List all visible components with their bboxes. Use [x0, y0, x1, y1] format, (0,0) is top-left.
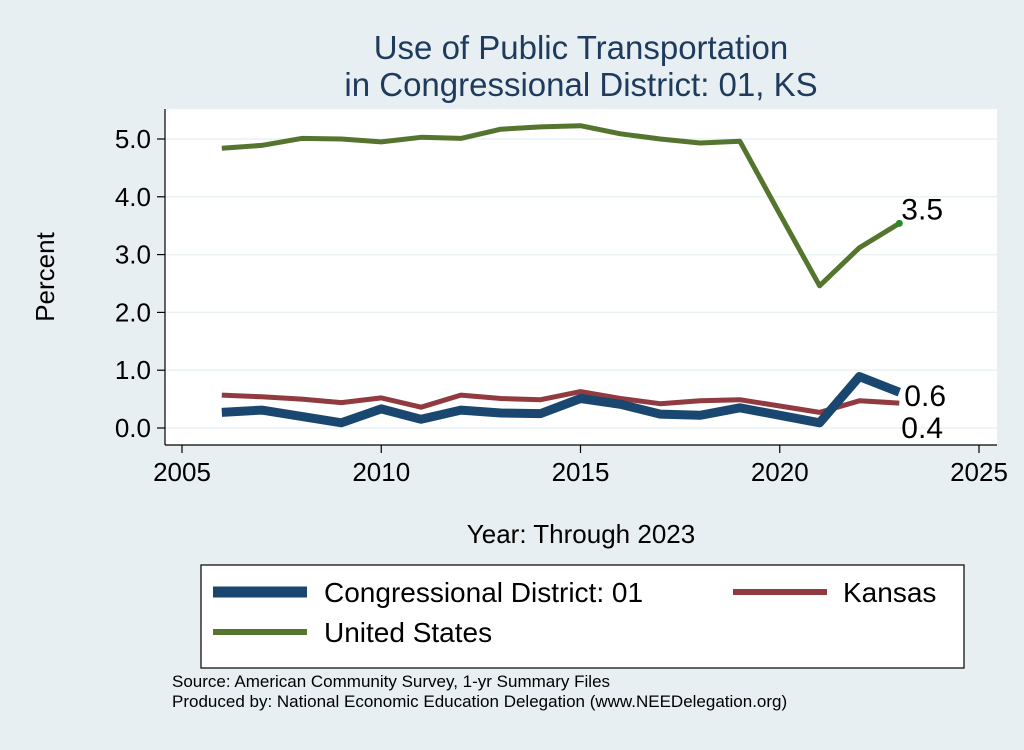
y-tick-label: 1.0 — [115, 355, 151, 385]
series-line-kansas — [221, 389, 900, 415]
source-note: Source: American Community Survey, 1-yr … — [172, 672, 610, 691]
gridlines — [165, 138, 997, 429]
plot-area — [165, 109, 997, 445]
y-tick-label: 0.0 — [115, 413, 151, 443]
legend-label-kansas: Kansas — [843, 577, 936, 608]
x-tick-label: 2020 — [751, 457, 809, 487]
series-line-congressional-district-01 — [221, 372, 901, 428]
legend-label-congressional-district: Congressional District: 01 — [324, 577, 643, 608]
end-label-kansas: 0.4 — [901, 412, 943, 445]
y-axis-title: Percent — [30, 231, 60, 321]
end-labels: 3.5 0.60.4 — [895, 193, 946, 445]
end-label-united-states: 3.5 — [901, 193, 943, 226]
y-tick-label: 4.0 — [115, 182, 151, 212]
y-tick-label: 3.0 — [115, 240, 151, 270]
x-tick-label: 2015 — [552, 457, 610, 487]
chart-title-line-1: Use of Public Transportation — [374, 29, 789, 66]
y-tick-label: 5.0 — [115, 124, 151, 154]
x-tick-label: 2025 — [950, 457, 1008, 487]
producer-note: Produced by: National Economic Education… — [172, 692, 787, 711]
series-line-united-states — [221, 123, 901, 289]
x-tick-label: 2010 — [352, 457, 410, 487]
x-axis-title: Year: Through 2023 — [467, 519, 695, 549]
legend: Congressional District: 01 Kansas United… — [200, 564, 965, 669]
chart-title-line-2: in Congressional District: 01, KS — [344, 66, 817, 103]
y-tick-label: 2.0 — [115, 297, 151, 327]
end-label-congressional-district: 0.6 — [904, 380, 946, 413]
ticks: 0.0 1.0 2.0 3.0 4.0 5.0 2005 2010 2015 2020 2025 — [115, 124, 1008, 487]
legend-label-united-states: United States — [324, 617, 492, 648]
legend-box — [200, 564, 965, 669]
series-lines — [221, 123, 901, 428]
us-end-marker — [895, 219, 903, 227]
x-tick-label: 2005 — [153, 457, 211, 487]
